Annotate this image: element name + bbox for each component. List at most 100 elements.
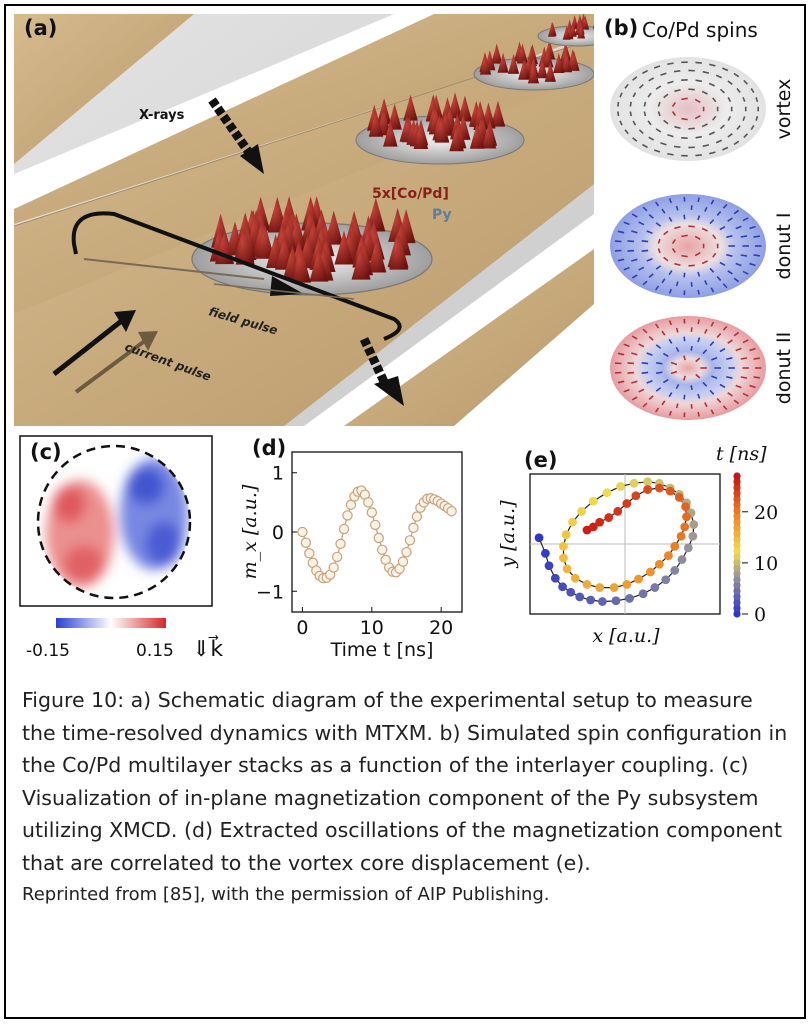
spin-arrow — [702, 144, 710, 148]
e-data-point — [689, 520, 699, 529]
spin-arrow — [668, 320, 672, 326]
d-data-point — [411, 511, 423, 522]
spin-arrow — [736, 87, 741, 93]
e-data-point — [540, 548, 550, 558]
spin-arrow — [668, 270, 673, 276]
e-data-point — [665, 486, 675, 496]
spin-arrow — [627, 362, 635, 365]
e-data-point — [559, 541, 568, 551]
spin-arrow — [632, 76, 638, 81]
spin-spike — [560, 52, 573, 73]
e-colorbar-dot — [733, 598, 741, 607]
e-colorbar-dot — [733, 541, 741, 549]
spin-arrow — [646, 258, 653, 262]
spin-arrow — [623, 266, 630, 271]
e-data-point — [661, 575, 671, 585]
spin-spike — [291, 248, 311, 283]
spin-arrow — [624, 83, 629, 89]
spin-arrow — [701, 90, 708, 95]
e-colorbar-dot — [733, 547, 741, 555]
spin-spike — [366, 197, 386, 232]
spin-arrow — [719, 383, 726, 388]
spin-arrow — [631, 274, 638, 279]
d-data-point — [404, 535, 416, 546]
e-data-point — [595, 583, 605, 592]
e-colorbar-dot — [733, 575, 741, 584]
e-data-point — [625, 594, 634, 603]
spin-arrow — [701, 123, 708, 128]
spin-arrow — [642, 328, 648, 334]
e-data-point — [683, 543, 693, 553]
e-ylabel: y [a.u.] — [497, 500, 519, 569]
spin-arrow — [688, 225, 695, 228]
spin-spike — [334, 230, 354, 265]
d-ytick-label: 0 — [272, 522, 284, 544]
spin-arrow — [694, 252, 701, 257]
d-data-point — [408, 522, 419, 534]
spin-arrow — [674, 125, 681, 130]
e-data-point — [650, 583, 660, 592]
spin-arrow — [673, 145, 681, 149]
e-data-point — [664, 551, 673, 561]
spin-arrow — [683, 355, 687, 361]
spin-arrow — [701, 260, 708, 265]
spin-arrow — [697, 197, 700, 203]
spin-arrow — [683, 272, 686, 278]
caption-credit: Reprinted from [85], with the permission… — [22, 884, 550, 905]
e-data-point — [566, 587, 576, 597]
current-arrows — [52, 310, 158, 394]
spin-arrow — [638, 343, 645, 348]
spin-arrow — [726, 253, 733, 257]
spin-arrow — [711, 375, 718, 379]
spin-arrow — [631, 258, 638, 262]
spin-spike — [544, 61, 556, 82]
e-data-point — [604, 513, 614, 522]
spin-spike — [403, 94, 418, 121]
spin-arrow — [681, 234, 688, 238]
spin-arrow — [742, 116, 746, 122]
spin-arrow — [726, 375, 733, 379]
spin-arrow — [704, 206, 708, 212]
e-colorbar-dot — [733, 472, 741, 480]
spin-arrow — [675, 281, 679, 287]
spin-arrow — [708, 131, 715, 136]
spin-arrow — [624, 129, 629, 135]
d-data-point — [370, 519, 381, 531]
spin-arrow — [697, 271, 701, 277]
spin-arrow — [735, 347, 742, 352]
spin-arrow — [675, 383, 680, 389]
e-colorbar-dot — [733, 570, 741, 578]
spin-arrow — [733, 140, 740, 146]
e-colorbar-tick-label: 10 — [754, 553, 778, 575]
spin-arrow — [740, 376, 748, 379]
spin-arrow — [661, 400, 666, 406]
spin-arrow — [670, 361, 678, 366]
spin-spike — [542, 47, 554, 68]
spin-arrow — [716, 276, 722, 281]
spin-arrow — [632, 120, 637, 126]
spin-arrow — [631, 335, 638, 340]
spin-spike — [368, 110, 384, 137]
spin-spike — [481, 122, 497, 149]
spin-arrow — [671, 238, 677, 244]
spin-spike — [434, 116, 450, 143]
e-data-point — [582, 525, 592, 535]
middle-strip — [14, 14, 594, 224]
panel-a: X-rays field pulse current pulse 5x[Co/P… — [13, 12, 615, 426]
state-label-vortex: vortex — [773, 79, 795, 140]
e-data-point — [586, 595, 596, 605]
spin-arrow — [653, 149, 661, 153]
e-data-point — [570, 573, 580, 583]
spin-arrow — [648, 136, 655, 141]
e-data-point — [677, 555, 687, 564]
spin-arrow — [646, 230, 653, 234]
spin-arrow — [709, 341, 715, 347]
spin-arrow — [740, 357, 748, 360]
spin-arrow — [641, 362, 649, 365]
e-data-point — [558, 582, 567, 592]
spin-arrow — [712, 97, 717, 103]
spin-arrow — [695, 154, 702, 157]
panel-d: m_x [a.u.] Time t [ns] 0 10 20 1 0 −1 (d) — [232, 434, 482, 664]
spin-arrow — [712, 234, 717, 240]
colorbar-min: -0.15 — [26, 641, 70, 661]
